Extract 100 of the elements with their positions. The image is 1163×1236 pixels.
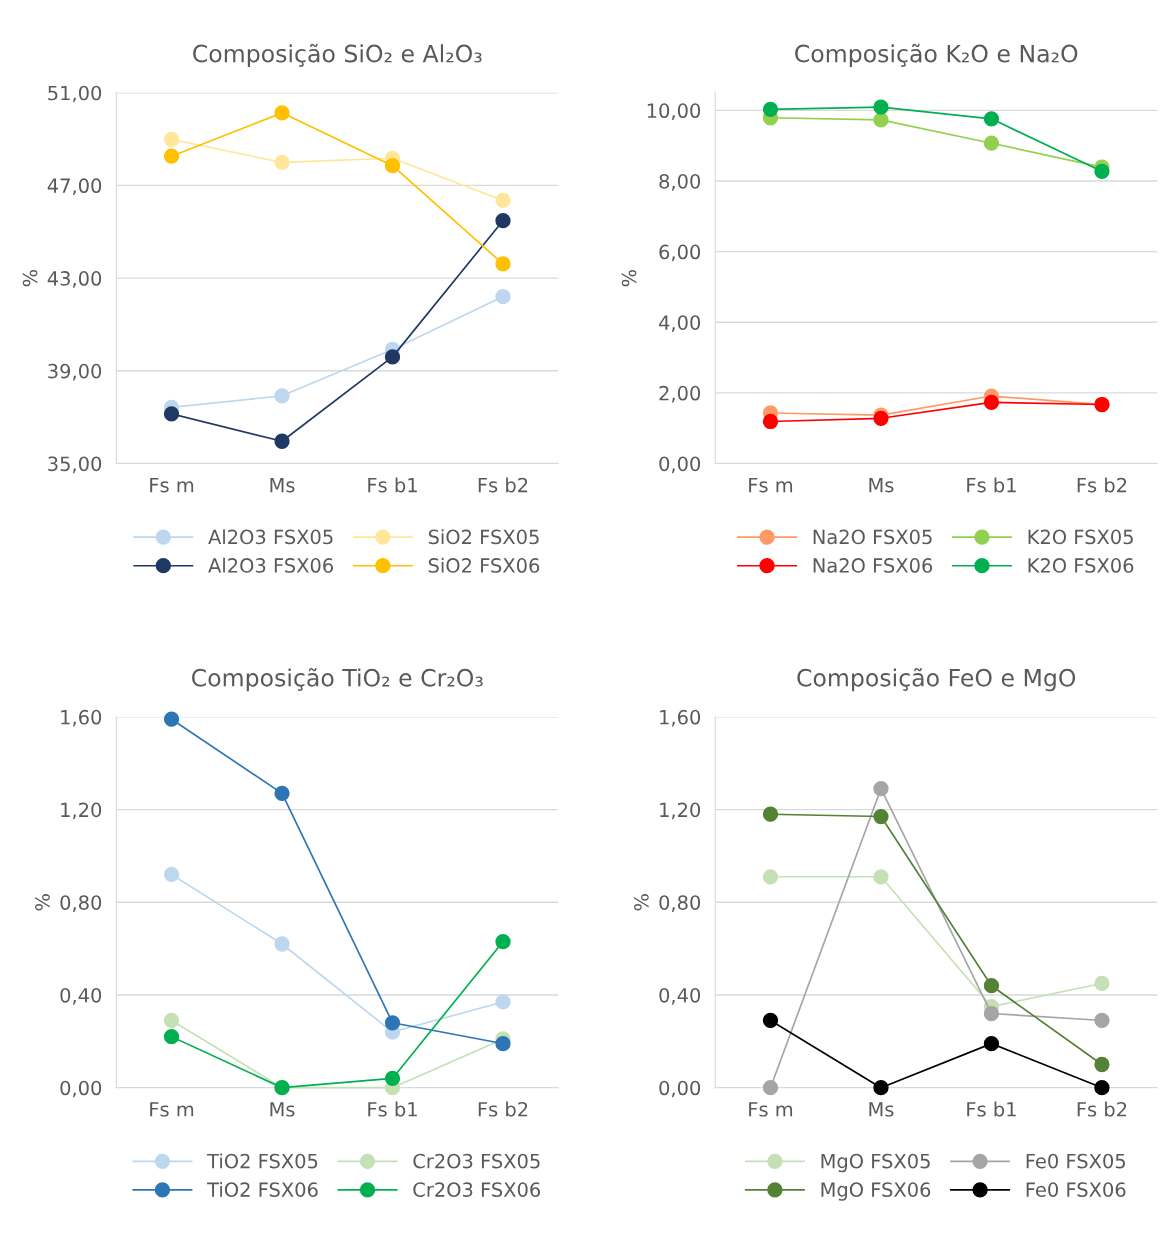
x-tick-label: Fs b1: [967, 1101, 1016, 1117]
legend-label: TiO2 FSX06: [207, 1181, 318, 1197]
point: [495, 256, 511, 272]
legend-label: Cr2O3 FSX05: [413, 1153, 540, 1169]
point: [873, 808, 889, 825]
y-tick-label: 1,60: [61, 709, 102, 727]
point: [495, 289, 511, 305]
y-tick-label: 6,00: [659, 244, 701, 262]
y-axis-title: %: [634, 894, 649, 911]
point: [495, 994, 511, 1010]
point: [1094, 975, 1110, 992]
point: [274, 936, 290, 952]
point: [384, 349, 401, 365]
x-tick-label: Fs m: [150, 1102, 194, 1117]
point: [983, 394, 1000, 411]
point: [163, 148, 180, 164]
x-tick-label: Fs m: [150, 477, 194, 493]
chart-title: Composição K₂O e Na₂O: [795, 43, 1078, 68]
point: [1094, 163, 1110, 180]
point: [384, 1070, 401, 1087]
chart-title: Composição TiO₂ e Cr₂O₃: [192, 667, 483, 692]
y-tick-label: 0,80: [60, 895, 102, 912]
point: [163, 1029, 180, 1045]
y-tick-label: 0,40: [60, 987, 102, 1005]
x-tick-label: Fs b1: [967, 477, 1016, 493]
point: [163, 406, 180, 422]
legend-label: Al2O3 FSX05: [208, 529, 333, 545]
y-tick-label: 0,40: [659, 987, 701, 1005]
y-tick-label: 1,60: [660, 709, 701, 727]
point: [274, 785, 290, 801]
y-tick-label: 0,00: [659, 1080, 701, 1098]
point: [983, 1036, 1000, 1052]
point: [983, 111, 1000, 127]
legend-label: MgO FSX06: [821, 1182, 931, 1201]
legend-label: SiO2 FSX05: [428, 529, 539, 545]
point: [983, 978, 1000, 994]
point: [873, 781, 889, 797]
point: [873, 869, 889, 885]
x-tick-label: Fs m: [749, 1102, 793, 1117]
point: [762, 1012, 779, 1029]
y-tick-label: 0,80: [659, 895, 701, 912]
point: [762, 413, 779, 430]
y-tick-label: 2,00: [659, 385, 701, 403]
point: [873, 112, 889, 128]
point: [274, 105, 290, 121]
point: [983, 1005, 1000, 1022]
x-tick-label: Fs m: [749, 477, 793, 493]
y-tick-label: 43,00: [47, 271, 102, 288]
point: [762, 1080, 779, 1096]
y-tick-label: 47,00: [47, 178, 102, 196]
point: [1094, 1056, 1110, 1073]
y-tick-label: 4,00: [659, 315, 701, 332]
x-tick-label: Fs b2: [1077, 1101, 1127, 1117]
legend-label: K2O FSX06: [1028, 558, 1134, 573]
point: [1094, 1080, 1110, 1096]
point: [274, 433, 290, 449]
y-tick-label: 0,00: [659, 456, 701, 474]
point: [163, 1012, 180, 1029]
point: [384, 1015, 401, 1031]
point: [495, 212, 511, 229]
y-tick-label: 1,20: [660, 802, 701, 820]
y-tick-label: 35,00: [48, 456, 102, 474]
x-tick-label: Fs b2: [1077, 477, 1127, 493]
legend-label: Cr2O3 FSX06: [413, 1182, 541, 1197]
point: [762, 806, 779, 822]
point: [495, 934, 511, 950]
legend-label: Na2O FSX05: [813, 529, 932, 545]
point: [384, 158, 401, 174]
point: [983, 135, 1000, 151]
y-tick-label: 39,00: [48, 363, 102, 381]
legend-label: Na2O FSX06: [813, 558, 933, 573]
y-axis-title: %: [35, 894, 50, 911]
point: [495, 1036, 511, 1052]
point: [495, 192, 511, 209]
y-tick-label: 51,00: [48, 85, 102, 103]
legend-label: MgO FSX05: [821, 1153, 930, 1173]
x-tick-label: Ms: [869, 1102, 894, 1117]
point: [873, 1080, 889, 1096]
x-tick-label: Ms: [270, 1102, 295, 1117]
legend-label: K2O FSX05: [1028, 529, 1133, 545]
x-tick-label: Fs b1: [368, 477, 417, 493]
point: [873, 99, 889, 115]
x-tick-label: Fs b1: [368, 1101, 417, 1117]
point: [762, 869, 779, 885]
x-tick-label: Fs b2: [478, 477, 528, 493]
y-tick-label: 0,00: [60, 1080, 102, 1098]
x-tick-label: Fs b2: [478, 1101, 528, 1117]
legend-label: Al2O3 FSX06: [208, 557, 333, 573]
chart-title: Composição SiO₂ e Al₂O₃: [193, 43, 482, 68]
legend-label: Fe0 FSX06: [1026, 1182, 1126, 1197]
point: [1094, 1012, 1110, 1029]
point: [274, 154, 290, 171]
y-tick-label: 1,20: [61, 802, 102, 820]
point: [163, 131, 180, 147]
y-tick-label: 8,00: [659, 173, 701, 191]
y-axis-title: %: [621, 269, 637, 287]
legend-label: TiO2 FSX05: [207, 1153, 318, 1169]
point: [163, 711, 180, 727]
legend-label: Fe0 FSX05: [1026, 1153, 1125, 1169]
y-axis-title: %: [22, 269, 38, 287]
